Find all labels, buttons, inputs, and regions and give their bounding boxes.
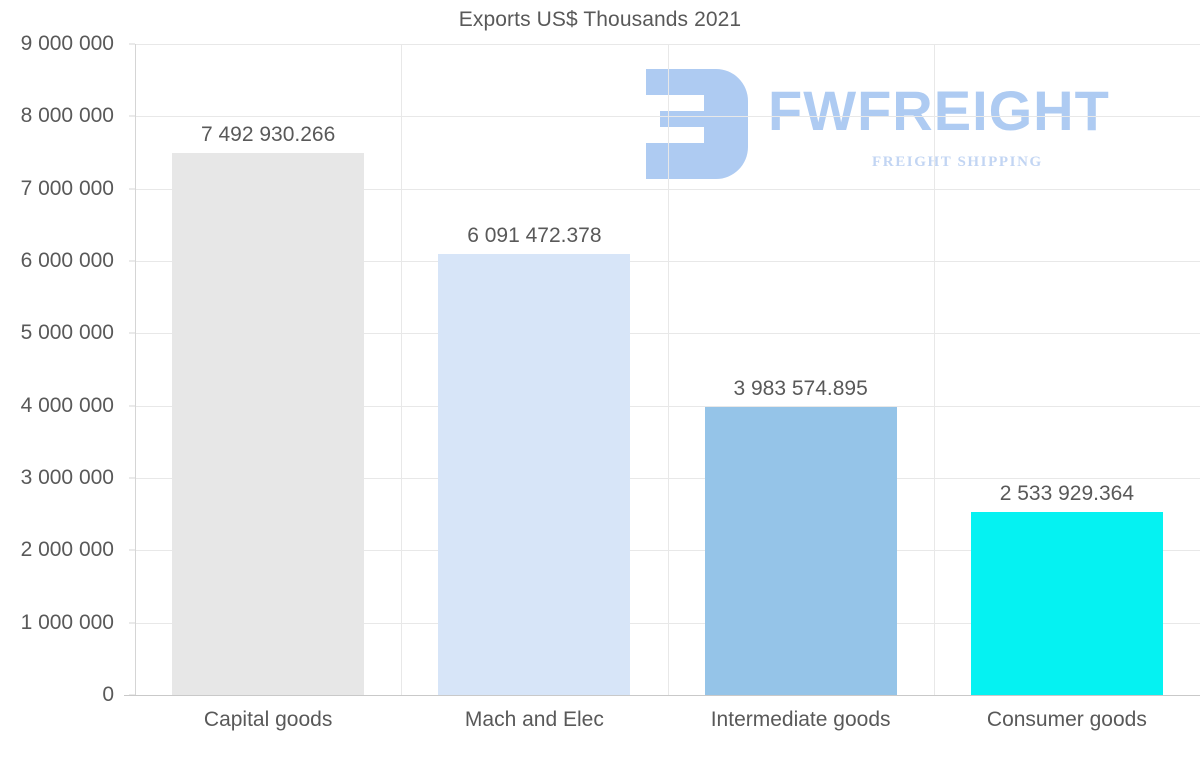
bar-value-label: 2 533 929.364 [999, 481, 1135, 505]
x-axis-category-label: Consumer goods [986, 708, 1147, 731]
y-axis-tick-label: 2 000 000 [20, 538, 114, 562]
y-axis-tick [129, 477, 135, 479]
y-axis-tick-label: 3 000 000 [20, 466, 114, 489]
y-axis-tick [129, 622, 135, 624]
x-axis-category-label: Intermediate goods [710, 708, 891, 731]
x-axis-line [124, 695, 1200, 696]
bar[interactable] [970, 511, 1163, 695]
y-axis-tick [129, 405, 135, 407]
y-axis-tick-label: 6 000 000 [20, 249, 114, 272]
bar[interactable] [438, 254, 631, 695]
y-axis-tick-label: 0 [102, 683, 114, 706]
y-axis-tick-label: 9 000 000 [20, 32, 114, 55]
gridline-vertical [401, 44, 403, 695]
y-axis-tick [129, 260, 135, 262]
gridline-vertical [933, 44, 935, 695]
bar-value-label: 7 492 930.266 [200, 123, 336, 146]
y-axis-tick-label: 4 000 000 [20, 393, 114, 417]
y-axis-tick [129, 188, 135, 190]
y-axis-tick [129, 332, 135, 334]
y-axis-tick-label: 7 000 000 [20, 176, 114, 200]
y-axis-tick-label: 5 000 000 [20, 321, 114, 345]
y-axis-tick [129, 549, 135, 551]
bar-value-label: 3 983 574.895 [733, 376, 868, 400]
bar[interactable] [704, 406, 897, 695]
bar-value-label: 6 091 472.378 [467, 224, 602, 248]
y-axis-tick [129, 115, 135, 117]
x-axis-category-label: Mach and Elec [464, 708, 604, 731]
y-axis-line [135, 44, 136, 695]
y-axis-tick-label: 1 000 000 [20, 610, 114, 634]
chart-title: Exports US$ Thousands 2021 [458, 8, 742, 31]
y-axis-tick [129, 43, 135, 45]
bar[interactable] [172, 153, 365, 695]
plot-area: 7 492 930.266 6 091 472.378 3 983 574.895 2… [135, 44, 1200, 696]
x-axis-category-label: Capital goods [203, 708, 333, 731]
y-axis-tick-label: 8 000 000 [20, 104, 114, 128]
gridline-vertical [667, 44, 669, 695]
